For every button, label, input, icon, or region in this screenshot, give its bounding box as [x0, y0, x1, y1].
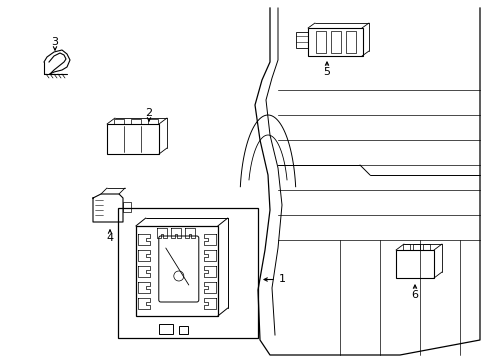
- Bar: [136, 226, 217, 316]
- Bar: [330, 31, 340, 53]
- Bar: [315, 31, 325, 53]
- Bar: [107, 124, 159, 154]
- Bar: [395, 250, 433, 278]
- Bar: [148, 119, 158, 124]
- Bar: [159, 324, 172, 334]
- Bar: [422, 244, 429, 250]
- Bar: [346, 31, 355, 53]
- Text: 1: 1: [278, 274, 285, 284]
- Bar: [123, 202, 131, 212]
- Bar: [114, 119, 124, 124]
- Text: 4: 4: [106, 233, 113, 243]
- Text: 6: 6: [411, 290, 418, 300]
- Bar: [295, 32, 307, 48]
- Bar: [131, 119, 141, 124]
- Bar: [179, 326, 187, 334]
- Text: 2: 2: [145, 108, 152, 118]
- Text: 5: 5: [323, 67, 330, 77]
- Bar: [402, 244, 409, 250]
- Bar: [307, 28, 362, 56]
- Bar: [412, 244, 419, 250]
- Text: 3: 3: [51, 37, 59, 47]
- Bar: [118, 208, 258, 338]
